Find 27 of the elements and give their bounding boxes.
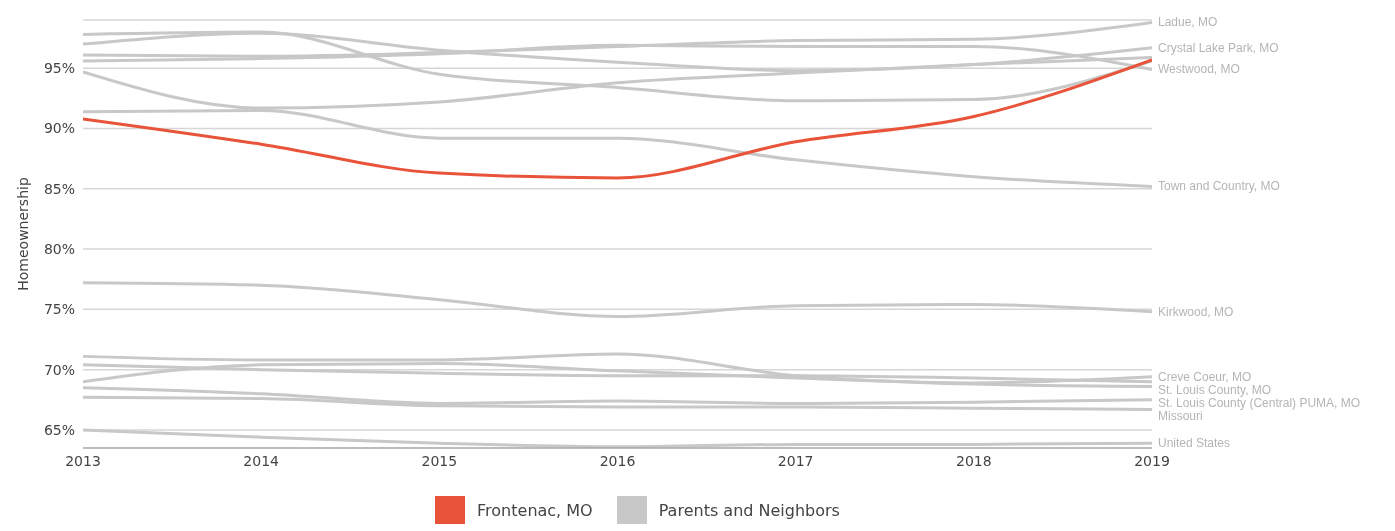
- series-label: St. Louis County (Central) PUMA, MO: [1158, 395, 1361, 410]
- x-tick-label: 2013: [65, 452, 101, 469]
- text: Parents and Neighbors: [658, 500, 840, 520]
- series-label: Missouri: [1158, 408, 1203, 423]
- series-label: Ladue, MO: [1158, 15, 1218, 30]
- y-tick-label: 65%: [43, 421, 75, 438]
- legend-label: Frontenac, MO: [477, 500, 593, 520]
- y-tick-label: 85%: [43, 180, 75, 197]
- series-label: United States: [1158, 436, 1231, 451]
- y-tick-label: 90%: [43, 120, 75, 137]
- series-label: St. Louis County, MO: [1158, 382, 1272, 397]
- series-label: Crystal Lake Park, MO: [1158, 40, 1279, 55]
- series-label: Creve Coeur, MO: [1158, 369, 1252, 384]
- series-label: Kirkwood, MO: [1158, 304, 1234, 319]
- series-label: Town and Country, MO: [1158, 179, 1280, 194]
- x-tick-label: 2018: [956, 452, 992, 469]
- series-label: Westwood, MO: [1158, 62, 1240, 77]
- x-tick-label: 2015: [421, 452, 458, 469]
- x-tick-label: 2016: [599, 452, 636, 469]
- y-tick-label: 75%: [43, 301, 75, 318]
- y-tick-label: 70%: [43, 361, 75, 378]
- x-tick-label: 2017: [777, 452, 814, 469]
- y-tick-label: 95%: [43, 60, 75, 77]
- y-tick-label: 80%: [43, 241, 75, 258]
- x-tick-label: 2014: [243, 452, 280, 469]
- x-tick-label: 2019: [1134, 452, 1170, 469]
- y-axis-title: Homeownership: [14, 177, 31, 291]
